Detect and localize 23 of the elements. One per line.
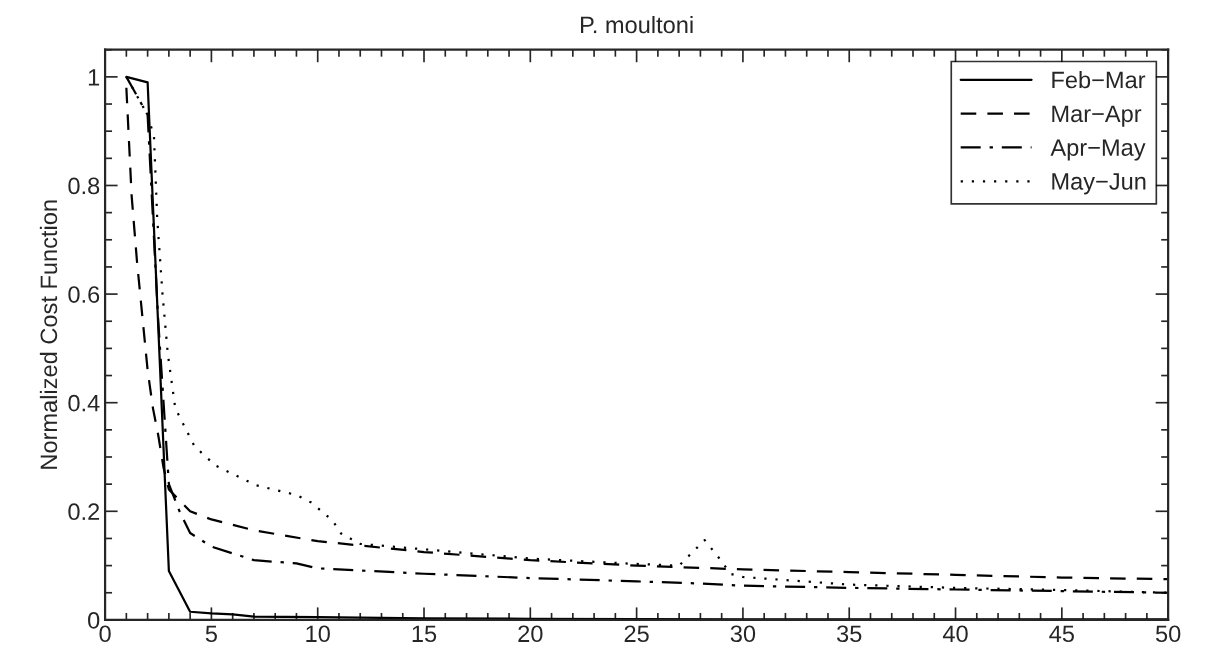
- legend-label: Apr−May: [1050, 139, 1146, 161]
- x-tick-label: 0: [99, 625, 111, 643]
- y-tick-label: 0.2: [68, 503, 100, 521]
- x-tick-label: 30: [730, 625, 756, 643]
- x-tick-label: 10: [306, 625, 330, 643]
- y-axis-title: Normalized Cost Function: [39, 200, 58, 469]
- x-tick-label: 15: [412, 625, 437, 643]
- legend-label: Feb−Mar: [1052, 70, 1146, 89]
- y-tick-label: 0.6: [68, 286, 100, 303]
- y-tick-label: 0.8: [68, 177, 100, 195]
- x-tick-label: 5: [205, 625, 217, 643]
- chart-title: P. moultoni: [581, 15, 693, 34]
- x-tick-label: 25: [624, 625, 649, 643]
- x-tick-label: 50: [1155, 625, 1181, 643]
- y-tick-label: 1: [88, 69, 100, 86]
- y-tick-label: 0.4: [68, 394, 100, 412]
- x-tick-label: 20: [518, 625, 543, 643]
- x-tick-label: 45: [1049, 625, 1074, 643]
- legend-label: Mar−Apr: [1052, 105, 1142, 127]
- x-tick-label: 35: [836, 625, 862, 643]
- legend-label: May−Jun: [1052, 173, 1146, 195]
- y-tick-label: 0: [88, 611, 100, 629]
- x-tick-label: 40: [942, 625, 968, 643]
